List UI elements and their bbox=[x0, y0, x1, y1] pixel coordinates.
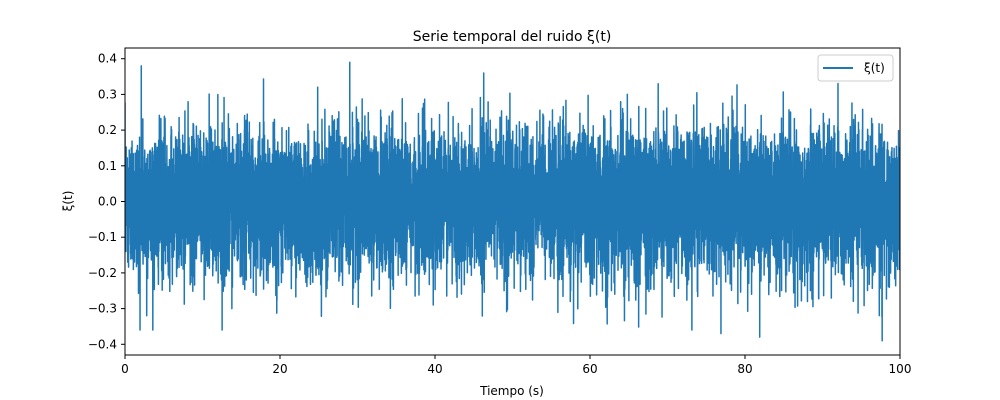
y-tick-label: 0.0 bbox=[98, 195, 117, 209]
y-tick-label: −0.4 bbox=[88, 337, 117, 351]
x-tick-label: 0 bbox=[121, 362, 129, 376]
plot-area bbox=[125, 61, 900, 342]
x-tick-label: 40 bbox=[427, 362, 442, 376]
y-tick-label: 0.4 bbox=[98, 52, 117, 66]
y-tick-label: −0.3 bbox=[88, 302, 117, 316]
y-tick-label: 0.3 bbox=[98, 87, 117, 101]
x-axis-ticks: 0 20 40 60 80 100 bbox=[121, 355, 911, 376]
legend-label-xi: ξ(t) bbox=[864, 61, 885, 75]
legend-box bbox=[817, 54, 894, 82]
x-tick-label: 80 bbox=[737, 362, 752, 376]
series-line-xi bbox=[125, 61, 900, 342]
y-tick-label: 0.2 bbox=[98, 123, 117, 137]
y-tick-label: 0.1 bbox=[98, 159, 117, 173]
x-tick-label: 20 bbox=[272, 362, 287, 376]
legend: ξ(t) bbox=[817, 54, 894, 82]
x-axis-label: Tiempo (s) bbox=[479, 384, 544, 398]
y-axis-label: ξ(t) bbox=[61, 191, 75, 212]
x-tick-label: 100 bbox=[889, 362, 912, 376]
chart-title: Serie temporal del ruido ξ(t) bbox=[413, 29, 612, 45]
y-tick-label: −0.2 bbox=[88, 266, 117, 280]
y-axis-ticks: −0.4 −0.3 −0.2 −0.1 0.0 0.1 0.2 0.3 0.4 bbox=[88, 52, 125, 351]
x-tick-label: 60 bbox=[582, 362, 597, 376]
y-tick-label: −0.1 bbox=[88, 230, 117, 244]
